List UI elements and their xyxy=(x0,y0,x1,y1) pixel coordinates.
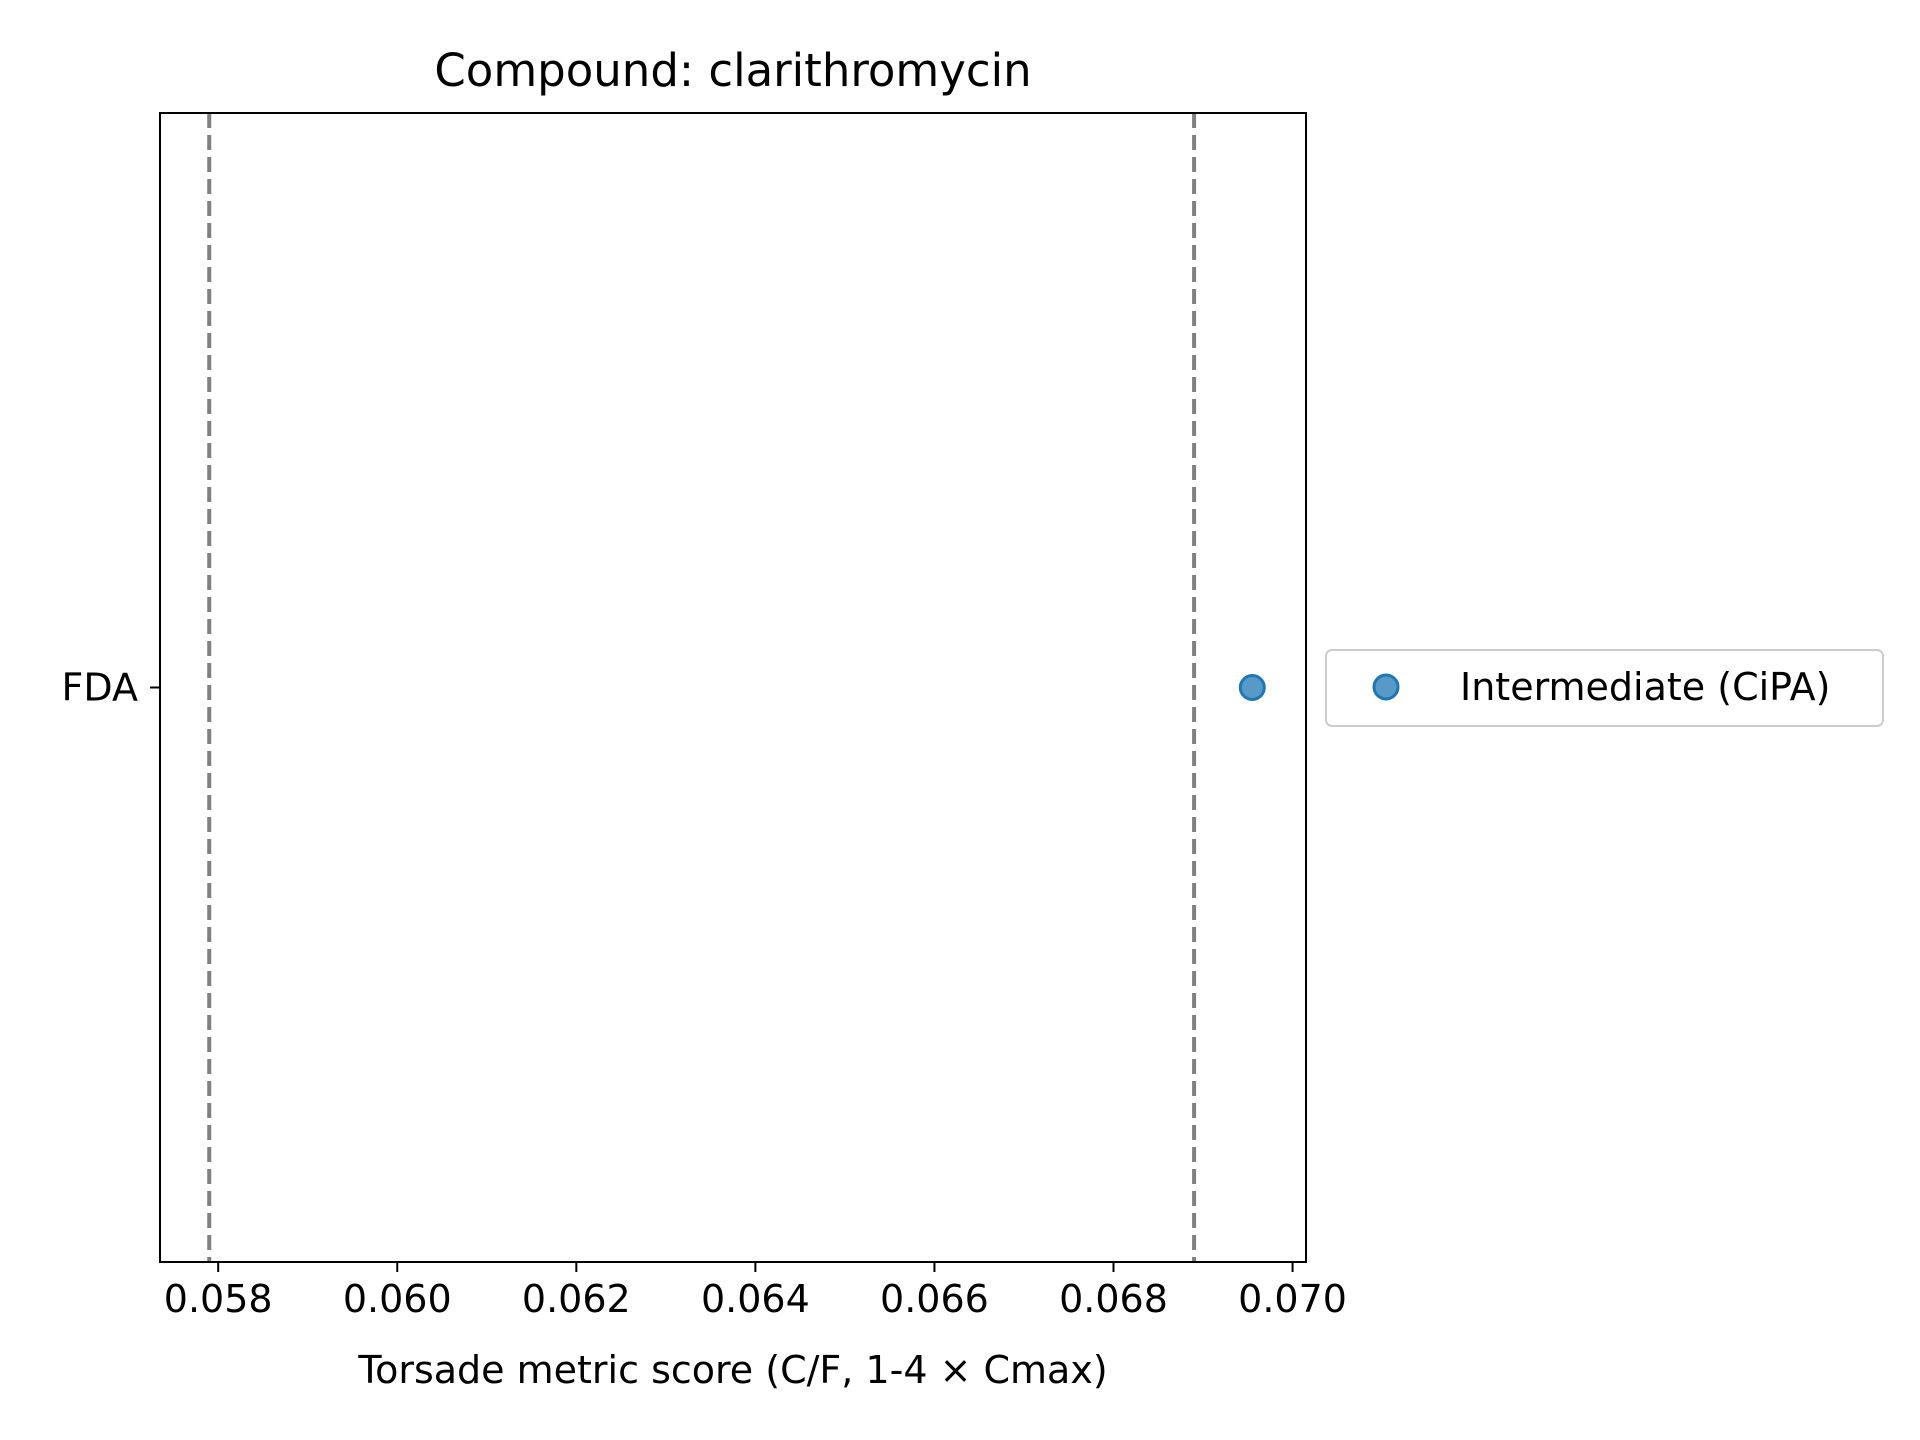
y-tick-label-0: FDA xyxy=(62,666,138,710)
legend: Intermediate (CiPA) xyxy=(1325,649,1884,727)
data-point-0-0 xyxy=(1238,674,1266,701)
legend-entry-label: Intermediate (CiPA) xyxy=(1460,665,1830,709)
reference-lines xyxy=(207,113,1197,1262)
x-tick-label-5: 0.068 xyxy=(1059,1277,1168,1321)
x-tick-label-3: 0.064 xyxy=(701,1277,810,1321)
data-points xyxy=(1238,674,1266,701)
x-tick-label-2: 0.062 xyxy=(522,1277,631,1321)
x-tick-label-1: 0.060 xyxy=(343,1277,452,1321)
y-axis-ticks: FDA xyxy=(62,666,160,710)
x-tick-label-6: 0.070 xyxy=(1238,1277,1347,1321)
x-axis-label: Torsade metric score (C/F, 1-4 × Cmax) xyxy=(357,1348,1107,1392)
x-tick-label-0: 0.058 xyxy=(164,1277,273,1321)
x-axis-ticks: 0.058 0.060 0.062 0.064 0.066 0.068 0.070 xyxy=(164,1262,1347,1321)
legend-frame xyxy=(1325,649,1884,727)
chart-title: Compound: clarithromycin xyxy=(434,44,1031,97)
x-tick-label-4: 0.066 xyxy=(880,1277,989,1321)
legend-marker xyxy=(1372,673,1400,701)
